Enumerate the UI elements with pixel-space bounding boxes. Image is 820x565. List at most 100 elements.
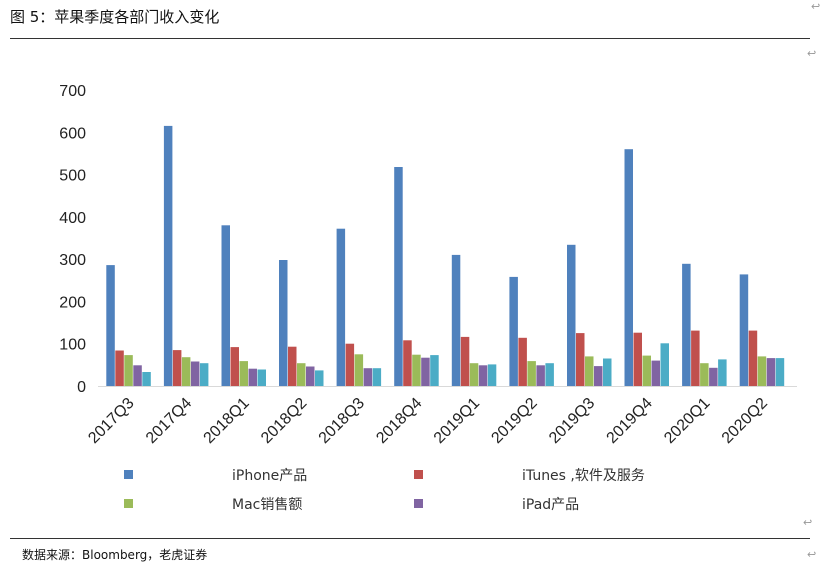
bar [297,363,306,386]
x-tick-label: 2018Q3 [316,395,368,447]
return-mark-icon: ↩ [811,0,820,13]
bar [403,340,412,386]
legend-item: iPad产品 [414,497,579,513]
bar [660,343,669,386]
x-tick-label: 2019Q2 [488,395,540,447]
bar [257,369,266,386]
bar [748,330,758,386]
bar [430,355,439,386]
y-tick-label: 400 [59,210,86,227]
legend-swatch [124,470,133,479]
legend-swatch [124,499,133,508]
series-0 [106,125,749,387]
bar [545,363,554,386]
bar [585,356,594,386]
bottom-rule [10,538,810,539]
x-axis: 2017Q3 2017Q4 2018Q1 2018Q2 2018Q3 2018Q4 2019… [85,395,771,447]
source-note: 数据来源：Bloomberg，老虎证券 [22,548,208,562]
legend-swatch [414,470,423,479]
bar [239,361,248,386]
x-tick-label: 2019Q4 [604,395,656,447]
figure-title: 图 5：苹果季度各部门收入变化 [10,8,220,26]
bar [248,368,257,386]
bars [98,125,797,387]
bar [527,361,536,386]
bar [221,225,230,386]
legend-label: iPhone产品 [232,468,307,484]
x-tick-label: 2017Q4 [143,395,195,447]
series-2 [124,354,767,386]
bar [487,364,497,386]
bar [199,363,209,386]
bar [315,370,324,386]
bar [363,368,373,386]
bar [460,336,470,386]
legend-label: iTunes ,软件及服务 [522,468,645,484]
bar [115,350,124,386]
y-tick-label: 100 [59,337,86,354]
series-4 [142,343,785,386]
x-tick-label: 2020Q2 [719,395,771,447]
y-tick-label: 200 [59,294,86,311]
return-mark-icon: ↩ [807,548,817,561]
bar [163,125,173,387]
legend-label: iPad产品 [522,497,579,513]
bar [509,276,518,386]
bar [181,357,191,386]
bar [372,368,382,386]
x-tick-label: 2017Q3 [85,395,137,447]
bar [700,363,709,386]
bar [106,265,115,386]
bar [288,346,297,386]
bar [757,356,767,386]
bar [478,365,488,386]
series-1 [115,330,758,386]
bar [642,355,651,386]
y-tick-label: 600 [59,125,86,142]
x-tick-label: 2018Q4 [373,395,425,447]
bar [633,332,642,386]
legend-item: Mac销售额 [124,497,302,513]
bar [594,366,603,386]
x-tick-label: 2018Q2 [258,395,310,447]
x-tick-label: 2020Q1 [661,395,713,447]
bar [682,263,691,386]
legend-label: Mac销售额 [232,497,302,513]
legend-swatch [414,499,423,508]
bar [576,333,585,386]
bar [230,347,239,386]
bar [624,149,633,386]
bar [345,343,355,386]
bar [354,354,364,386]
series-3 [133,357,776,386]
bar [775,358,785,386]
bar [172,350,182,386]
bar [421,357,430,386]
y-axis: 0 100 200 300 400 500 600 700 [59,83,86,396]
bar [412,354,421,386]
bar [718,359,727,386]
legend-item: iPhone产品 [124,468,307,484]
bar [691,330,700,386]
bar [394,167,403,386]
bar [567,244,576,386]
bar [142,372,151,386]
x-tick-label: 2019Q3 [546,395,598,447]
legend: iPhone产品 iTunes ,软件及服务 Mac销售额 iPad产品 [124,468,645,513]
bar [518,337,527,386]
bar [306,366,315,386]
bar [279,260,288,386]
bar [603,358,612,386]
bar [536,365,545,386]
bar [651,360,660,386]
y-tick-label: 300 [59,252,86,269]
y-tick-label: 500 [59,168,86,185]
return-mark-icon: ↩ [807,47,817,60]
bar [133,365,142,386]
legend-item: iTunes ,软件及服务 [414,468,645,484]
bar [739,274,749,386]
bar [336,228,346,386]
y-tick-label: 0 [77,379,86,396]
bar [451,254,461,386]
